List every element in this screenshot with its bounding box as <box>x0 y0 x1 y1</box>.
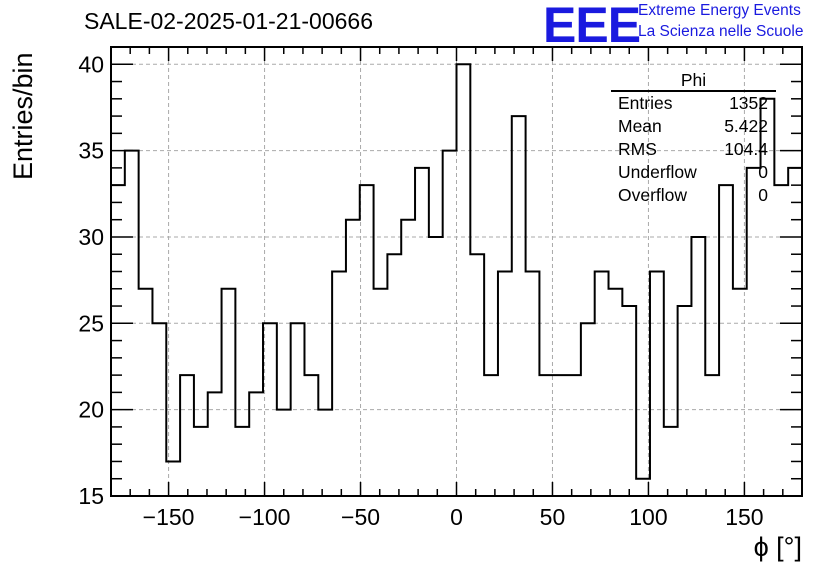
eee-logo: EEE <box>543 0 641 53</box>
y-tick-label: 40 <box>78 51 104 77</box>
y-tick-label: 20 <box>78 397 104 423</box>
stats-value: 0 <box>758 162 768 182</box>
y-tick-label: 15 <box>78 483 104 509</box>
x-tick-label: −50 <box>341 504 380 530</box>
stats-label: RMS <box>618 139 657 159</box>
stats-title: Phi <box>611 70 776 92</box>
stats-row-underflow: Underflow 0 <box>611 161 776 184</box>
chart-title: SALE-02-2025-01-21-00666 <box>84 8 373 34</box>
y-tick-label: 30 <box>78 224 104 250</box>
x-tick-label: −150 <box>143 504 195 530</box>
x-tick-label: −100 <box>239 504 291 530</box>
stats-row-mean: Mean 5.422 <box>611 115 776 138</box>
x-axis-label: ϕ [°] <box>753 532 802 562</box>
stats-box: Phi Entries 1352 Mean 5.422 RMS 104.4 Un… <box>611 70 776 207</box>
stats-label: Mean <box>618 116 662 136</box>
x-tick-label: 100 <box>629 504 667 530</box>
stats-label: Overflow <box>618 185 688 205</box>
y-axis-label: Entries/bin <box>8 52 38 180</box>
stats-row-overflow: Overflow 0 <box>611 184 776 207</box>
stats-value: 5.422 <box>724 116 768 136</box>
stats-label: Entries <box>618 93 673 113</box>
y-tick-label: 25 <box>78 310 104 336</box>
logo-line-2: La Scienza nelle Scuole <box>638 23 804 40</box>
stats-row-rms: RMS 104.4 <box>611 138 776 161</box>
stats-value: 1352 <box>729 93 768 113</box>
x-tick-label: 150 <box>725 504 763 530</box>
logo-line-1: Extreme Energy Events <box>638 2 801 19</box>
stats-value: 104.4 <box>724 139 768 159</box>
stats-label: Underflow <box>618 162 697 182</box>
stats-row-entries: Entries 1352 <box>611 92 776 115</box>
x-tick-label: 50 <box>540 504 566 530</box>
axis-ticks <box>110 46 803 497</box>
stats-value: 0 <box>758 185 768 205</box>
histogram-line <box>111 63 802 480</box>
tick-labels: −150 −100 −50 0 50 100 150 15 20 25 30 35 40 <box>78 51 763 530</box>
x-tick-label: 0 <box>450 504 463 530</box>
y-tick-label: 35 <box>78 138 104 164</box>
